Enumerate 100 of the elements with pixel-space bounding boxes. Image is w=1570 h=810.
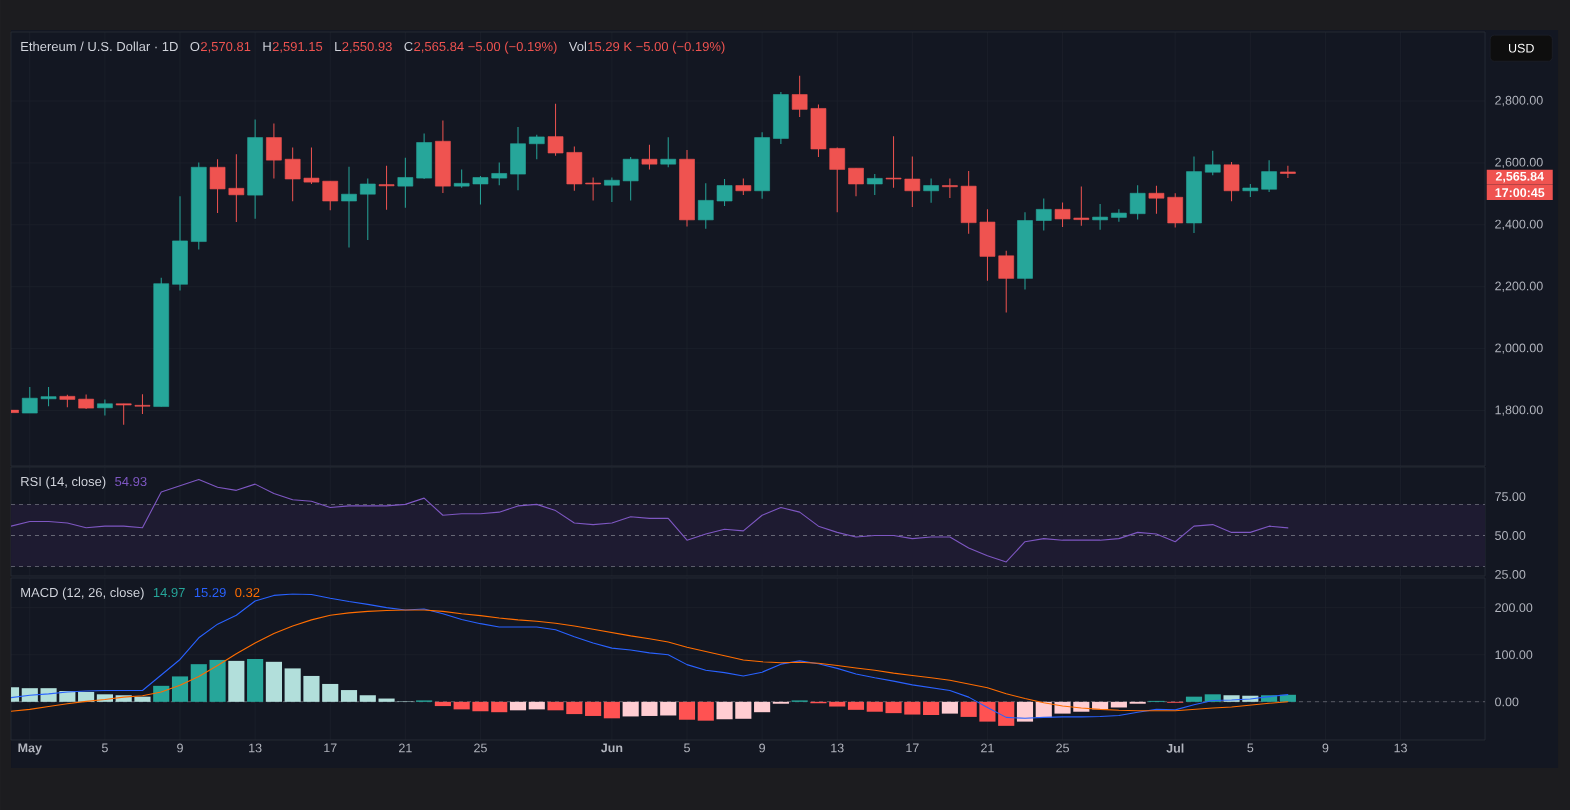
candlestick	[904, 155, 921, 208]
bar	[660, 701, 677, 716]
bar	[453, 701, 470, 710]
x-tick-label: 21	[981, 743, 994, 753]
candlestick	[21, 386, 38, 414]
candlestick	[1054, 202, 1071, 228]
candlestick	[1111, 208, 1127, 223]
annotation: O	[190, 41, 200, 52]
annotation: 15.29	[194, 587, 226, 598]
candlestick	[923, 177, 939, 204]
bar	[359, 695, 376, 702]
candlestick	[885, 135, 902, 189]
y-tick-label: 100.00	[1495, 650, 1533, 660]
x-tick-label: 17	[324, 743, 337, 753]
x-tick-label: 25	[1056, 743, 1069, 753]
bar	[641, 701, 658, 716]
candlestick	[791, 75, 808, 118]
bar	[566, 701, 583, 715]
y-tick-label: 200.00	[1495, 603, 1533, 613]
candlestick	[641, 144, 658, 170]
candlestick	[453, 168, 470, 189]
bar	[509, 701, 527, 711]
candlestick	[866, 173, 883, 196]
candlestick	[472, 175, 489, 205]
x-tick-label: 13	[249, 743, 262, 753]
candlestick	[40, 386, 57, 407]
candlestick	[359, 177, 376, 241]
bar	[829, 701, 846, 707]
bar	[1185, 696, 1203, 702]
x-tick-label: 13	[831, 743, 844, 753]
bar	[716, 701, 733, 720]
y-tick-label: 2,400.00	[1495, 219, 1543, 230]
candlestick	[622, 156, 639, 201]
bar	[585, 701, 602, 716]
bar	[979, 701, 996, 722]
text: Ethereum / U.S. Dollar · 1D	[21, 41, 178, 52]
candlestick	[1204, 150, 1221, 176]
candlestick	[1092, 203, 1108, 231]
y-axis-title: USD	[1509, 43, 1534, 53]
bar	[322, 683, 339, 702]
bar	[228, 660, 245, 702]
bar	[960, 701, 977, 717]
candlestick	[697, 182, 714, 230]
bar	[622, 701, 639, 717]
y-tick-label: 0.00	[1495, 697, 1519, 707]
candlestick	[378, 165, 395, 211]
candlestick	[1035, 198, 1052, 231]
candlestick	[660, 136, 677, 168]
bar	[678, 701, 696, 720]
bar	[153, 685, 170, 702]
x-tick-label: 5	[684, 743, 690, 753]
bar	[547, 701, 564, 711]
x-tick-label: 17	[906, 743, 919, 753]
bar	[491, 701, 508, 713]
y-tick-label: 50.00	[1495, 531, 1526, 540]
bar	[134, 696, 151, 702]
x-tick-label: 25	[474, 743, 487, 753]
candlestick	[716, 178, 733, 207]
annotation: 15.29 K −5.00 (−0.19%)	[588, 41, 725, 54]
x-tick-label: Jul	[1166, 743, 1184, 753]
bar	[303, 675, 320, 702]
bar	[1016, 701, 1034, 722]
bar	[171, 676, 189, 702]
bar	[904, 701, 921, 715]
candlestick	[397, 157, 414, 209]
candlestick	[1148, 185, 1165, 215]
candlestick	[284, 146, 301, 202]
bar	[885, 701, 902, 714]
bar	[847, 701, 865, 710]
annotation: 2,550.93	[342, 41, 392, 53]
annotation: 2,570.81	[201, 41, 251, 53]
text: 17:00:45	[1495, 188, 1545, 198]
bar	[265, 661, 282, 702]
y-tick-label: 2,600.00	[1495, 157, 1543, 169]
candlestick	[998, 250, 1015, 313]
bar	[528, 701, 545, 710]
candlestick	[1073, 185, 1090, 227]
bar	[378, 698, 395, 702]
x-tick-label: 9	[1322, 743, 1329, 753]
x-tick-label: 13	[1394, 743, 1407, 753]
candlestick	[585, 176, 601, 201]
candlestick	[528, 134, 545, 160]
annotation: H	[263, 42, 271, 51]
y-tick-label: 2,000.00	[1495, 343, 1543, 354]
x-tick-label: 21	[399, 743, 412, 753]
annotation: C	[404, 41, 413, 52]
annotation: L	[335, 42, 341, 51]
bar	[998, 701, 1015, 726]
bar	[941, 701, 958, 714]
bar	[284, 668, 301, 702]
bar	[866, 701, 883, 712]
x-tick-label: Jun	[600, 743, 623, 753]
bar	[697, 701, 714, 721]
bar	[735, 701, 752, 719]
text: MACD (12, 26, close)	[21, 587, 144, 600]
bar	[923, 701, 940, 716]
annotation: 2,591.15	[272, 41, 323, 53]
bar	[434, 701, 451, 707]
bar	[603, 701, 620, 719]
bar	[754, 701, 771, 713]
